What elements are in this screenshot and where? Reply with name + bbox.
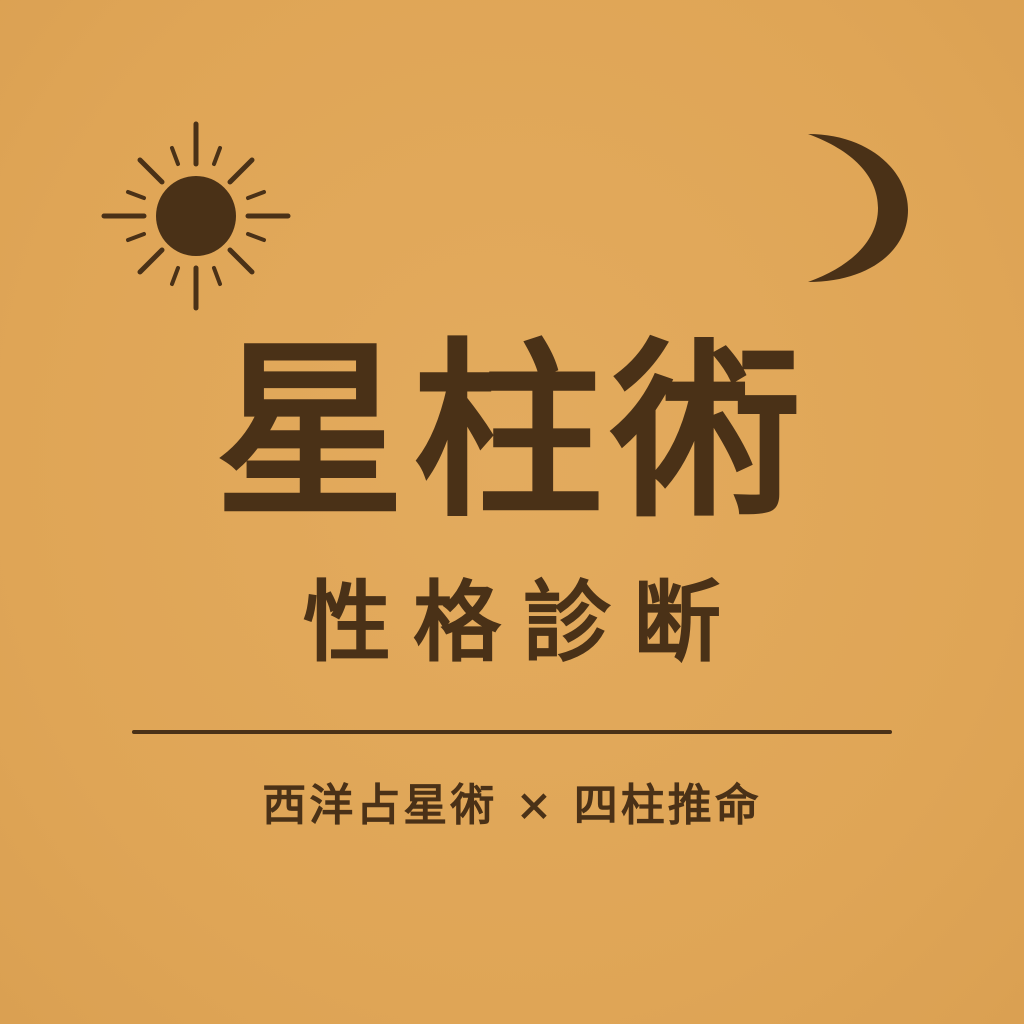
divider — [132, 730, 892, 734]
crescent-moon-icon — [808, 134, 908, 282]
page-subtitle: 性格診断 — [302, 570, 743, 674]
page-title: 星柱術 — [214, 320, 809, 543]
sun-icon — [101, 121, 291, 311]
tagline: 西洋占星術 × 四柱推命 — [262, 780, 762, 831]
